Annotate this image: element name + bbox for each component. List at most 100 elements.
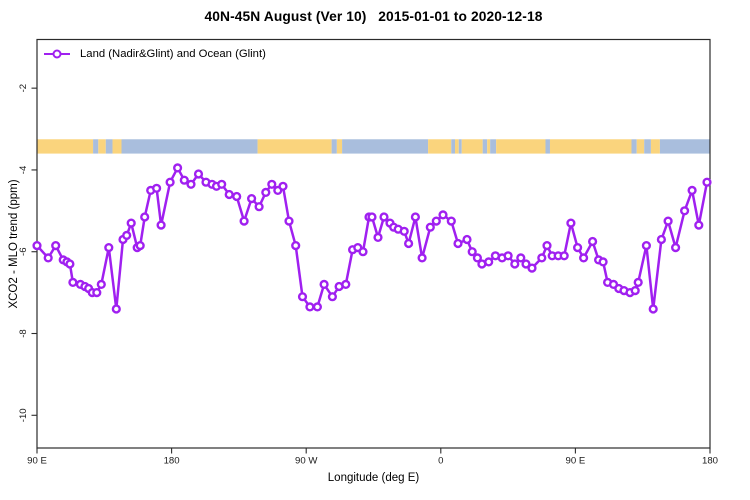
data-point	[68, 277, 78, 288]
data-point	[484, 257, 494, 267]
data-point	[232, 191, 242, 202]
map-band-land-segment	[112, 139, 122, 154]
data-point	[648, 304, 658, 314]
data-point	[510, 259, 520, 269]
map-band-ocean-segment	[342, 139, 429, 154]
data-point	[341, 279, 351, 290]
data-point	[140, 212, 150, 222]
data-point	[438, 210, 448, 220]
map-band-land-segment	[496, 139, 546, 154]
data-point	[399, 226, 409, 236]
data-point	[587, 236, 598, 247]
data-point	[679, 206, 690, 216]
map-band-ocean-segment	[458, 139, 462, 154]
data-point	[598, 257, 608, 267]
data-point	[247, 194, 257, 204]
legend: Land (Nadir&Glint) and Ocean (Glint)	[44, 46, 266, 62]
data-point	[291, 241, 301, 251]
data-point	[537, 253, 547, 263]
data-point	[516, 253, 526, 263]
data-point	[284, 216, 294, 226]
data-point	[566, 218, 576, 228]
y-tick-label: -10	[18, 408, 29, 422]
data-line	[35, 166, 709, 311]
map-band-ocean-segment	[631, 139, 637, 154]
y-tick-label: -6	[18, 247, 29, 256]
data-point	[278, 181, 288, 191]
data-point	[32, 241, 42, 251]
data-point	[43, 253, 53, 263]
data-point	[156, 220, 166, 230]
data-point	[312, 302, 323, 312]
map-band-ocean-segment	[93, 139, 99, 154]
data-point	[559, 251, 569, 261]
data-point	[193, 169, 204, 179]
data-point	[104, 243, 114, 253]
data-point	[630, 286, 640, 296]
data-point	[173, 163, 183, 173]
data-point	[425, 222, 435, 232]
data-point	[51, 241, 61, 251]
data-point	[467, 247, 477, 257]
data-point	[633, 277, 643, 288]
data-point	[186, 179, 196, 189]
data-point	[305, 302, 315, 312]
data-point	[431, 216, 441, 226]
x-tick-label: 180	[702, 456, 718, 467]
map-band-land-segment	[549, 139, 632, 154]
data-point	[578, 253, 589, 263]
legend-circle-marker-icon	[52, 49, 62, 59]
data-point	[111, 304, 121, 314]
data-point	[152, 183, 162, 193]
map-band-ocean-segment	[659, 139, 710, 154]
data-point	[135, 241, 145, 251]
map-band-land-segment	[461, 139, 483, 154]
data-point	[453, 238, 463, 249]
data-point	[224, 189, 234, 200]
data-point	[417, 253, 427, 263]
data-point	[472, 253, 483, 263]
data-point	[503, 251, 513, 261]
legend-line-marker-icon	[44, 49, 70, 59]
data-point	[521, 259, 531, 269]
x-tick-label: 90 E	[27, 456, 47, 467]
map-band-land-segment	[37, 139, 94, 154]
map-band-ocean-segment	[545, 139, 550, 154]
data-point	[410, 212, 421, 222]
x-axis-label: Longitude (deg E)	[327, 472, 420, 484]
data-point	[267, 179, 277, 189]
data-point	[96, 279, 106, 290]
data-point	[217, 179, 227, 189]
map-band-ocean-segment	[482, 139, 488, 154]
data-point	[179, 175, 189, 185]
map-band-ocean-segment	[121, 139, 258, 154]
data-point	[702, 177, 712, 187]
y-tick-label: -2	[18, 84, 29, 93]
data-point	[239, 216, 249, 226]
y-tick-label: -4	[18, 165, 29, 174]
data-point	[670, 243, 681, 253]
data-point	[404, 238, 414, 249]
map-band-land-segment	[487, 139, 491, 154]
map-band-land-segment	[636, 139, 645, 154]
data-point	[319, 279, 329, 290]
y-tick-label: -8	[18, 329, 29, 338]
data-point	[297, 292, 308, 302]
map-band-land-segment	[650, 139, 660, 154]
data-point	[542, 241, 552, 251]
data-point	[687, 185, 697, 196]
data-point	[527, 263, 537, 273]
map-band-land-segment	[257, 139, 332, 154]
data-point	[373, 232, 383, 243]
map-band-ocean-segment	[490, 139, 497, 154]
data-point	[261, 187, 271, 198]
data-point	[358, 247, 368, 257]
data-point	[165, 177, 175, 187]
data-point	[327, 292, 338, 302]
map-band-land-segment	[98, 139, 106, 154]
chart-title: 40N-45N August (Ver 10) 2015-01-01 to 20…	[204, 9, 543, 24]
data-point	[122, 230, 132, 241]
map-band-ocean-segment	[451, 139, 456, 154]
